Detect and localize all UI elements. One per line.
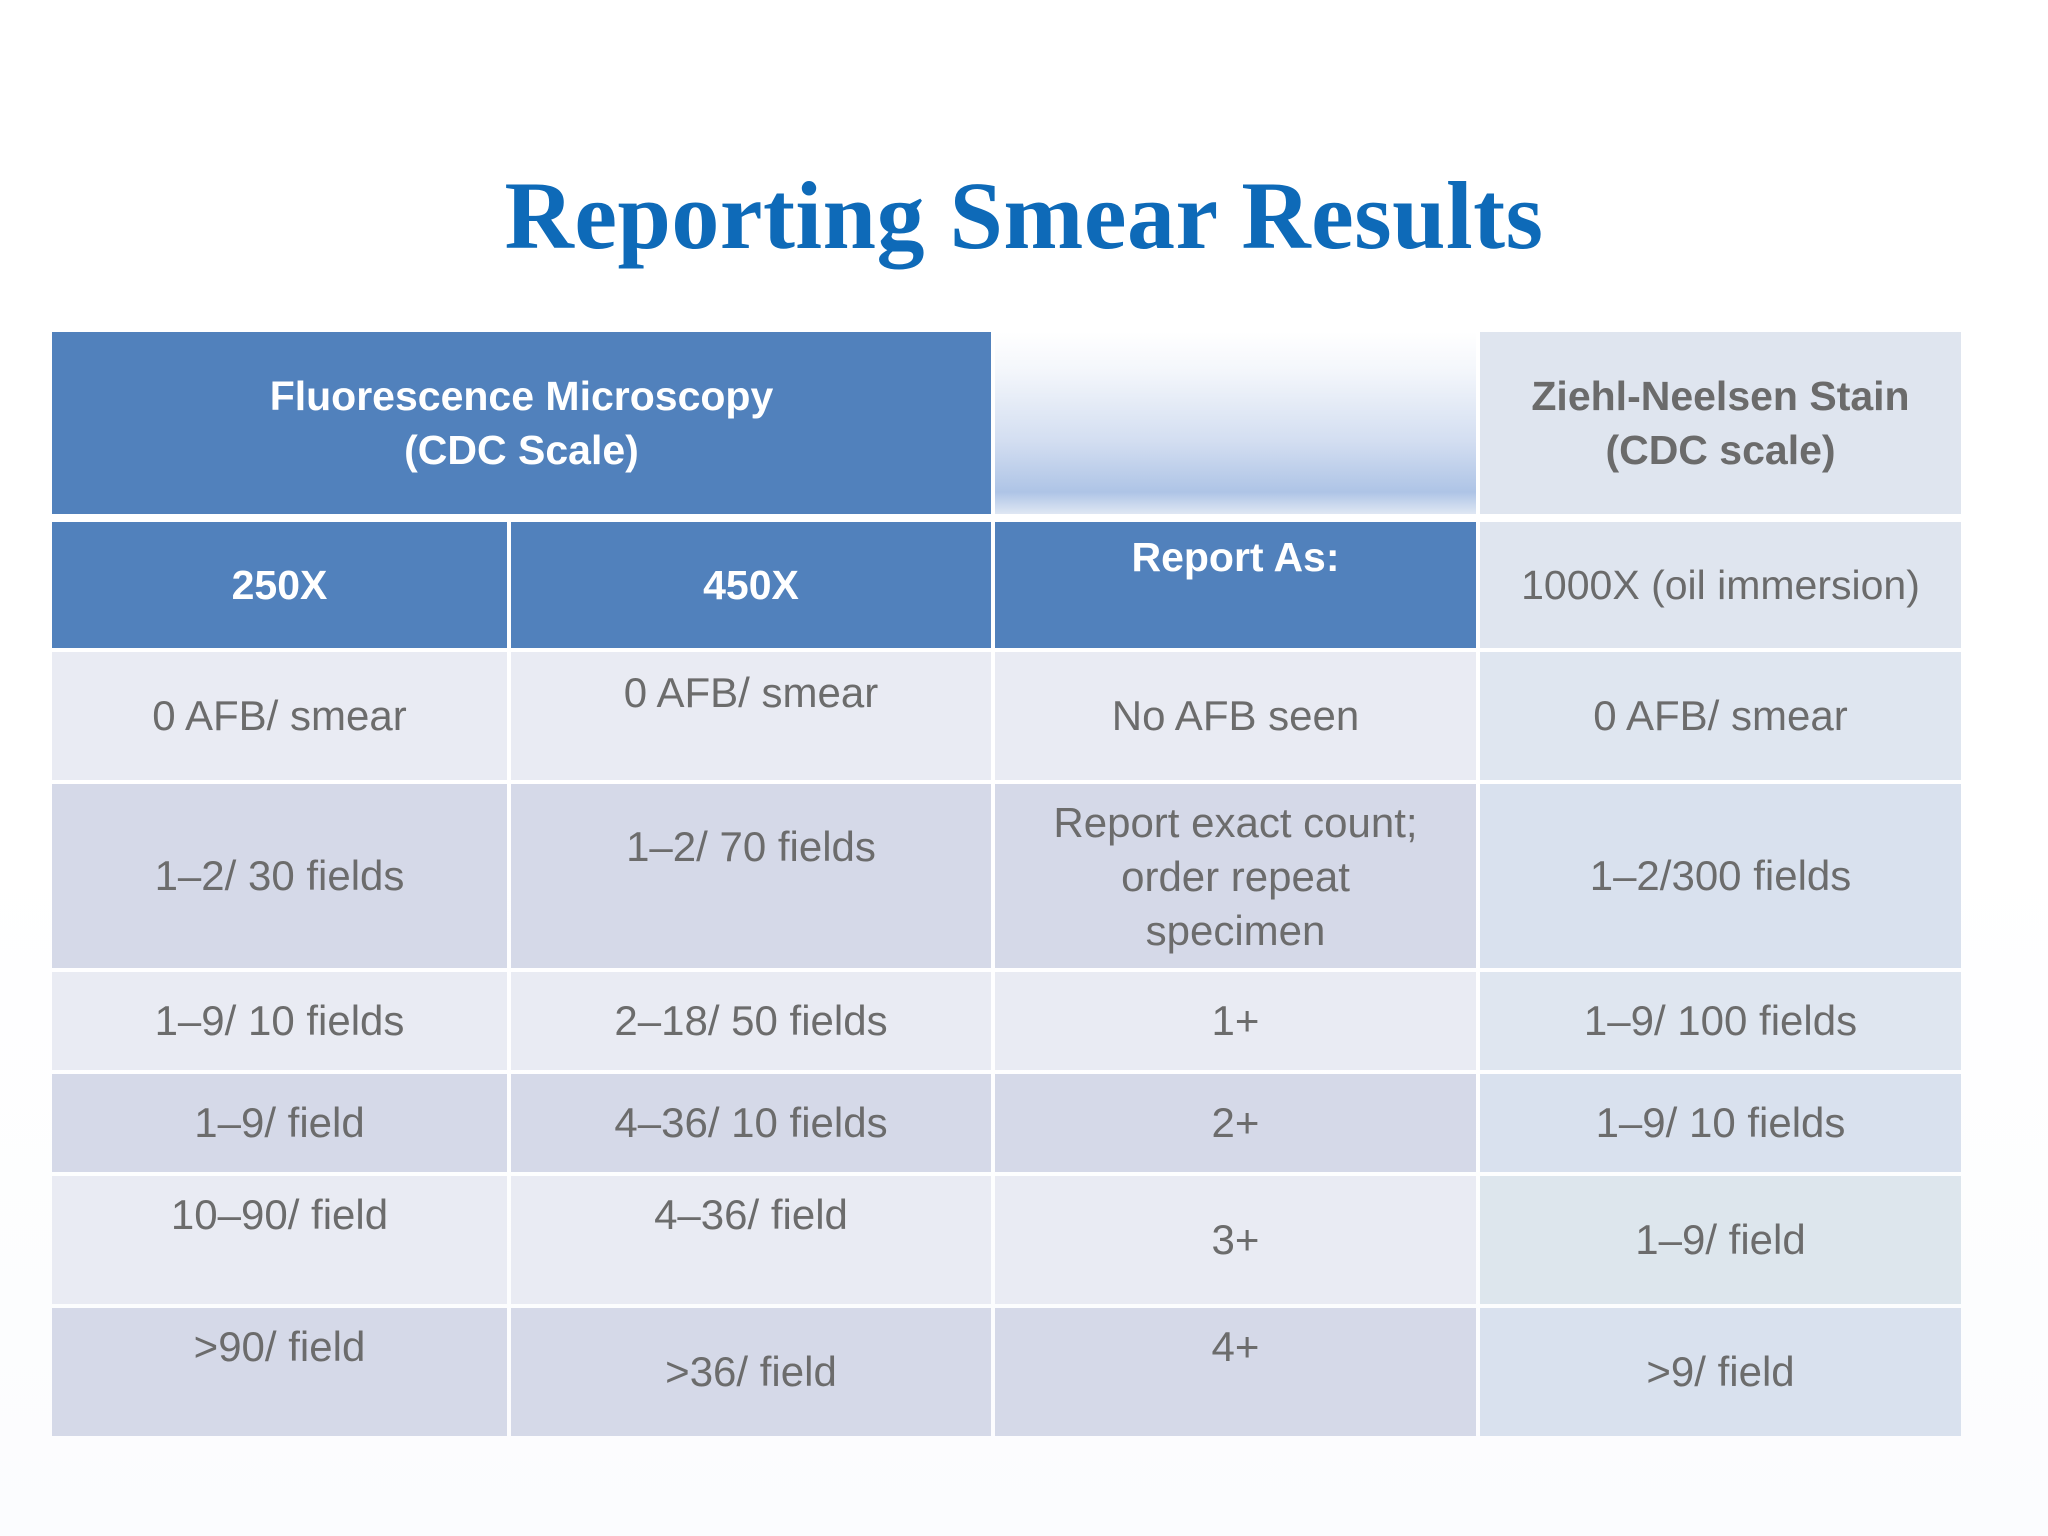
cell-r3-c3: 1+: [995, 972, 1476, 1070]
cell-r3-c1: 1–9/ 10 fields: [52, 972, 507, 1070]
cell-r6-c1: >90/ field: [52, 1308, 507, 1436]
report-line1: Report exact count;: [1053, 799, 1418, 846]
cell-r5-c3: 3+: [995, 1176, 1476, 1304]
cell-r2-c2: 1–2/ 70 fields: [511, 784, 991, 968]
cell-r2-c1: 1–2/ 30 fields: [52, 784, 507, 968]
cell-r4-c4: 1–9/ 10 fields: [1480, 1074, 1961, 1172]
cell-r1-c2: 0 AFB/ smear: [511, 652, 991, 780]
header-fluorescence-line1: Fluorescence Microscopy: [269, 373, 774, 419]
cell-r5-c2: 4–36/ field: [511, 1176, 991, 1304]
cell-r5-c1: 10–90/ field: [52, 1176, 507, 1304]
slide-title: Reporting Smear Results: [504, 162, 1544, 269]
cell-r1-c1: 0 AFB/ smear: [52, 652, 507, 780]
subheader-450x: 450X: [511, 522, 991, 648]
cell-r4-c3: 2+: [995, 1074, 1476, 1172]
cell-r3-c2: 2–18/ 50 fields: [511, 972, 991, 1070]
subheader-report-as: Report As:: [995, 522, 1476, 648]
cell-r2-c3: Report exact count; order repeat specime…: [995, 784, 1476, 968]
subheader-1000x-oil-immersion: 1000X (oil immersion): [1480, 522, 1961, 648]
header-ziehl-line1: Ziehl-Neelsen Stain: [1531, 373, 1910, 419]
cell-r4-c1: 1–9/ field: [52, 1074, 507, 1172]
cell-r3-c4: 1–9/ 100 fields: [1480, 972, 1961, 1070]
cell-r6-c2: >36/ field: [511, 1308, 991, 1436]
header-gloss-blank: [995, 332, 1476, 514]
header-fluorescence-microscopy: Fluorescence Microscopy (CDC Scale): [52, 332, 991, 514]
header-ziehl-neelsen-stain: Ziehl-Neelsen Stain (CDC scale): [1480, 332, 1961, 514]
cell-r2-c4: 1–2/300 fields: [1480, 784, 1961, 968]
cell-r1-c3: No AFB seen: [995, 652, 1476, 780]
cell-r4-c2: 4–36/ 10 fields: [511, 1074, 991, 1172]
subheader-250x: 250X: [52, 522, 507, 648]
report-line2: order repeat: [1121, 853, 1350, 900]
report-line3: specimen: [1145, 907, 1326, 954]
cell-r5-c4: 1–9/ field: [1480, 1176, 1961, 1304]
cell-r6-c3: 4+: [995, 1308, 1476, 1436]
header-ziehl-line2: (CDC scale): [1605, 427, 1836, 473]
cell-r1-c4: 0 AFB/ smear: [1480, 652, 1961, 780]
cell-r6-c4: >9/ field: [1480, 1308, 1961, 1436]
header-fluorescence-line2: (CDC Scale): [404, 427, 639, 473]
